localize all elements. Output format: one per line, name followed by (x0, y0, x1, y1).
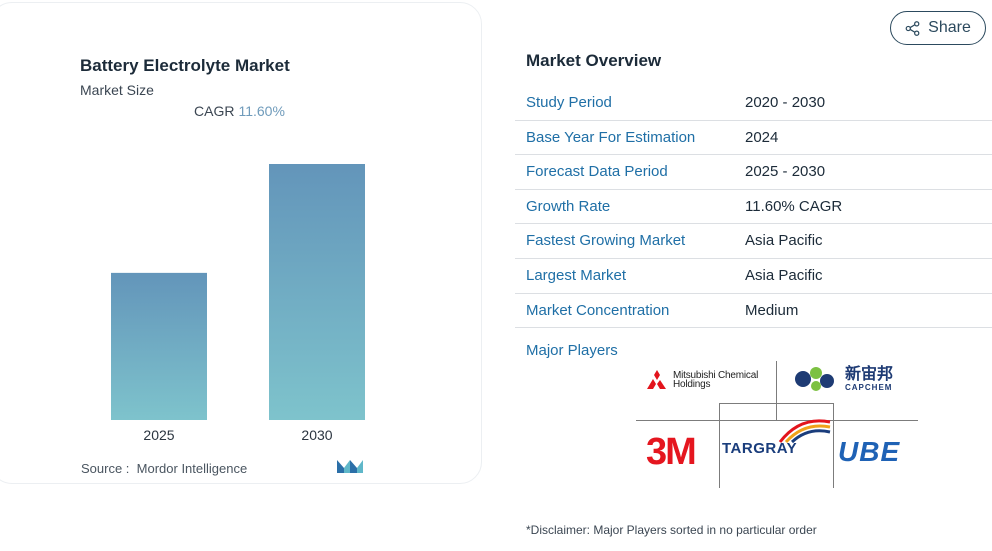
x-tick-label: 2030 (301, 427, 332, 443)
share-label: Share (928, 19, 971, 36)
chart-title: Battery Electrolyte Market (80, 56, 290, 75)
overview-value: 11.60% CAGR (745, 197, 843, 215)
overview-value: Asia Pacific (745, 232, 823, 250)
players-grid (636, 361, 918, 488)
overview-label: Forecast Data Period (526, 163, 668, 181)
disclaimer: *Disclaimer: Major Players sorted in no … (526, 523, 817, 537)
chart-subtitle: Market Size (80, 82, 154, 98)
overview-row: Growth Rate 11.60% CAGR (515, 190, 992, 225)
bar-chart: 2025 2030 (111, 164, 365, 443)
overview-row: Forecast Data Period 2025 - 2030 (515, 155, 992, 190)
targray-swoosh-icon (778, 419, 831, 444)
overview-label: Base Year For Estimation (526, 128, 696, 146)
overview-value: 2025 - 2030 (745, 163, 826, 181)
overview-label: Market Concentration (526, 301, 670, 319)
players-title: Major Players (526, 342, 618, 359)
bar-2025 (111, 272, 207, 420)
share-button[interactable]: Share (890, 11, 986, 45)
overview-table: Study Period 2020 - 2030 Base Year For E… (515, 86, 992, 329)
overview-label: Largest Market (526, 266, 627, 284)
overview-value: Medium (745, 301, 799, 319)
chart-source: Source : Mordor Intelligence (81, 461, 247, 476)
cagr-label: CAGR 11.60% (194, 103, 285, 119)
targray-text: TARGRAY (722, 440, 798, 457)
overview-label: Study Period (526, 94, 612, 111)
capchem-en: CAPCHEM (845, 382, 893, 392)
overview-value: 2024 (745, 128, 779, 146)
source-label: Source : (81, 461, 130, 476)
capchem-zh: 新宙邦 (845, 365, 894, 383)
grid-divider (833, 403, 834, 488)
overview-row: Market Concentration Medium (515, 294, 992, 329)
overview-value: 2020 - 2030 (745, 94, 826, 111)
overview-row: Study Period 2020 - 2030 (515, 86, 992, 121)
mitsubishi-line1: Mitsubishi Chemical (673, 370, 759, 381)
overview-title: Market Overview (526, 51, 662, 70)
overview-row: Base Year For Estimation 2024 (515, 121, 992, 156)
grid-divider (719, 403, 833, 404)
grid-divider (776, 361, 777, 420)
overview-row: Largest Market Asia Pacific (515, 259, 992, 294)
grid-divider (636, 420, 918, 421)
mitsubishi-diamonds-icon (647, 370, 666, 389)
x-tick-label: 2025 (143, 427, 174, 443)
logo-targray: TARGRAY (720, 414, 832, 464)
logo-capchem: 新宙邦 CAPCHEM (793, 364, 893, 394)
overview-value: Asia Pacific (745, 266, 823, 284)
cagr-value: 11.60% (238, 103, 285, 119)
grid-divider (719, 403, 720, 488)
logo-mitsubishi: Mitsubishi Chemical Holdings (646, 370, 758, 390)
bar-2030 (269, 164, 365, 420)
overview-row: Fastest Growing Market Asia Pacific (515, 224, 992, 259)
overview-label: Growth Rate (526, 197, 611, 215)
capchem-symbol-icon (795, 367, 834, 391)
mordor-logo-icon (337, 460, 363, 473)
chart-card (0, 2, 482, 484)
logo-ube: UBE (838, 436, 901, 467)
mitsubishi-line2: Holdings (673, 379, 711, 390)
share-icon (905, 20, 920, 36)
cagr-text: CAGR (194, 103, 235, 119)
logo-3m: 3M (646, 431, 697, 473)
overview-label: Fastest Growing Market (526, 232, 686, 250)
source-value: Mordor Intelligence (136, 461, 248, 476)
